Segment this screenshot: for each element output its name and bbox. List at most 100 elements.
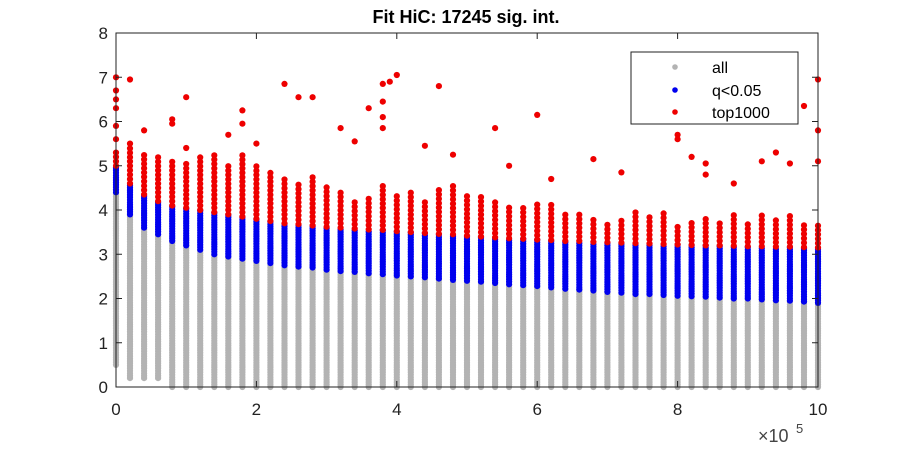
point-top1000 bbox=[449, 222, 457, 229]
point-top1000 bbox=[421, 229, 428, 237]
point-top1000 bbox=[197, 176, 204, 183]
x-axis: 0 2 4 6 8 10 bbox=[111, 33, 827, 419]
point-top1000 bbox=[758, 230, 765, 237]
point-top1000 bbox=[155, 180, 162, 187]
point-top1000 bbox=[253, 211, 260, 218]
point-top1000 bbox=[337, 207, 344, 214]
y-tick-label: 5 bbox=[99, 157, 108, 176]
point-top1000 bbox=[197, 206, 204, 214]
point-top1000 bbox=[618, 217, 625, 224]
point-top1000 bbox=[365, 208, 372, 215]
point-top1000 bbox=[548, 201, 555, 209]
point-top1000 bbox=[225, 167, 232, 174]
point-top1000 bbox=[239, 156, 246, 163]
point-top1000 bbox=[449, 205, 457, 212]
point-top1000 bbox=[562, 216, 569, 223]
y-tick-label: 2 bbox=[99, 290, 108, 309]
point-top1000 bbox=[576, 211, 583, 218]
point-top1000 bbox=[449, 183, 457, 190]
point-top1000 bbox=[492, 234, 499, 241]
point-top1000 bbox=[716, 233, 723, 240]
point-top1000 bbox=[197, 202, 204, 209]
point-top1000-outlier bbox=[225, 131, 232, 138]
point-top1000-outlier bbox=[534, 111, 541, 118]
point-top1000 bbox=[435, 200, 442, 207]
point-top1000 bbox=[492, 230, 499, 237]
point-top1000 bbox=[155, 193, 162, 200]
y-tick-label: 6 bbox=[99, 113, 108, 132]
point-top1000-outlier bbox=[365, 105, 372, 112]
point-top1000 bbox=[772, 234, 780, 242]
point-top1000-outlier bbox=[351, 138, 358, 145]
point-top1000 bbox=[323, 223, 330, 230]
point-top1000 bbox=[520, 218, 527, 225]
point-top1000 bbox=[800, 226, 808, 233]
point-top1000 bbox=[506, 222, 513, 229]
point-top1000 bbox=[169, 167, 176, 174]
point-top1000 bbox=[421, 212, 428, 219]
point-top1000 bbox=[141, 160, 148, 167]
point-top1000 bbox=[520, 209, 527, 216]
point-top1000 bbox=[449, 191, 457, 198]
point-top1000 bbox=[253, 193, 260, 200]
point-top1000 bbox=[477, 207, 485, 214]
point-top1000 bbox=[337, 224, 344, 231]
point-top1000 bbox=[576, 229, 583, 236]
point-top1000 bbox=[463, 193, 471, 200]
point-top1000 bbox=[477, 211, 485, 218]
point-top1000 bbox=[604, 239, 611, 246]
point-top1000 bbox=[618, 235, 625, 242]
x-tick-label: 6 bbox=[532, 400, 541, 419]
point-top1000-outlier bbox=[800, 102, 808, 110]
point-top1000 bbox=[435, 230, 442, 237]
x-exponent-base: ×10 bbox=[758, 426, 789, 446]
x-tick-label: 4 bbox=[392, 400, 401, 419]
legend-box bbox=[630, 51, 799, 125]
point-top1000 bbox=[253, 185, 260, 192]
point-top1000 bbox=[716, 224, 723, 231]
point-top1000-outlier bbox=[758, 158, 765, 165]
point-top1000 bbox=[379, 200, 386, 207]
point-top1000 bbox=[758, 221, 765, 228]
point-top1000 bbox=[239, 161, 246, 168]
point-top1000 bbox=[379, 183, 386, 190]
point-top1000 bbox=[351, 225, 358, 232]
point-top1000 bbox=[632, 218, 639, 225]
point-top1000-outlier bbox=[379, 98, 386, 105]
point-top1000 bbox=[211, 182, 218, 189]
point-top1000 bbox=[323, 215, 330, 222]
point-top1000 bbox=[253, 167, 260, 174]
point-top1000 bbox=[590, 221, 597, 228]
point-top1000 bbox=[407, 189, 414, 196]
point-top1000 bbox=[786, 230, 794, 237]
point-top1000 bbox=[393, 223, 400, 230]
point-top1000 bbox=[281, 211, 288, 218]
point-top1000 bbox=[506, 230, 513, 237]
point-top1000 bbox=[800, 239, 808, 246]
point-top1000 bbox=[407, 220, 414, 227]
point-top1000 bbox=[548, 206, 555, 213]
point-top1000 bbox=[730, 234, 737, 241]
point-top1000 bbox=[295, 199, 302, 206]
point-top1000 bbox=[225, 198, 232, 205]
point-top1000 bbox=[379, 222, 386, 229]
point-top1000 bbox=[520, 213, 527, 220]
point-top1000 bbox=[576, 233, 583, 240]
y-tick-label: 4 bbox=[99, 201, 108, 220]
point-top1000 bbox=[477, 233, 485, 240]
point-top1000 bbox=[520, 226, 527, 234]
point-top1000 bbox=[155, 158, 162, 165]
point-top1000 bbox=[463, 206, 471, 213]
point-top1000 bbox=[421, 208, 428, 215]
point-top1000-outlier bbox=[492, 125, 499, 132]
point-top1000-outlier bbox=[239, 107, 246, 114]
point-top1000 bbox=[126, 162, 134, 169]
point-top1000 bbox=[576, 216, 583, 223]
point-top1000 bbox=[155, 154, 162, 161]
point-top1000 bbox=[506, 226, 513, 233]
point-top1000 bbox=[225, 176, 232, 183]
legend-marker-top1000 bbox=[672, 109, 678, 115]
point-top1000 bbox=[435, 195, 442, 202]
point-top1000 bbox=[506, 213, 513, 220]
point-top1000 bbox=[786, 234, 794, 242]
